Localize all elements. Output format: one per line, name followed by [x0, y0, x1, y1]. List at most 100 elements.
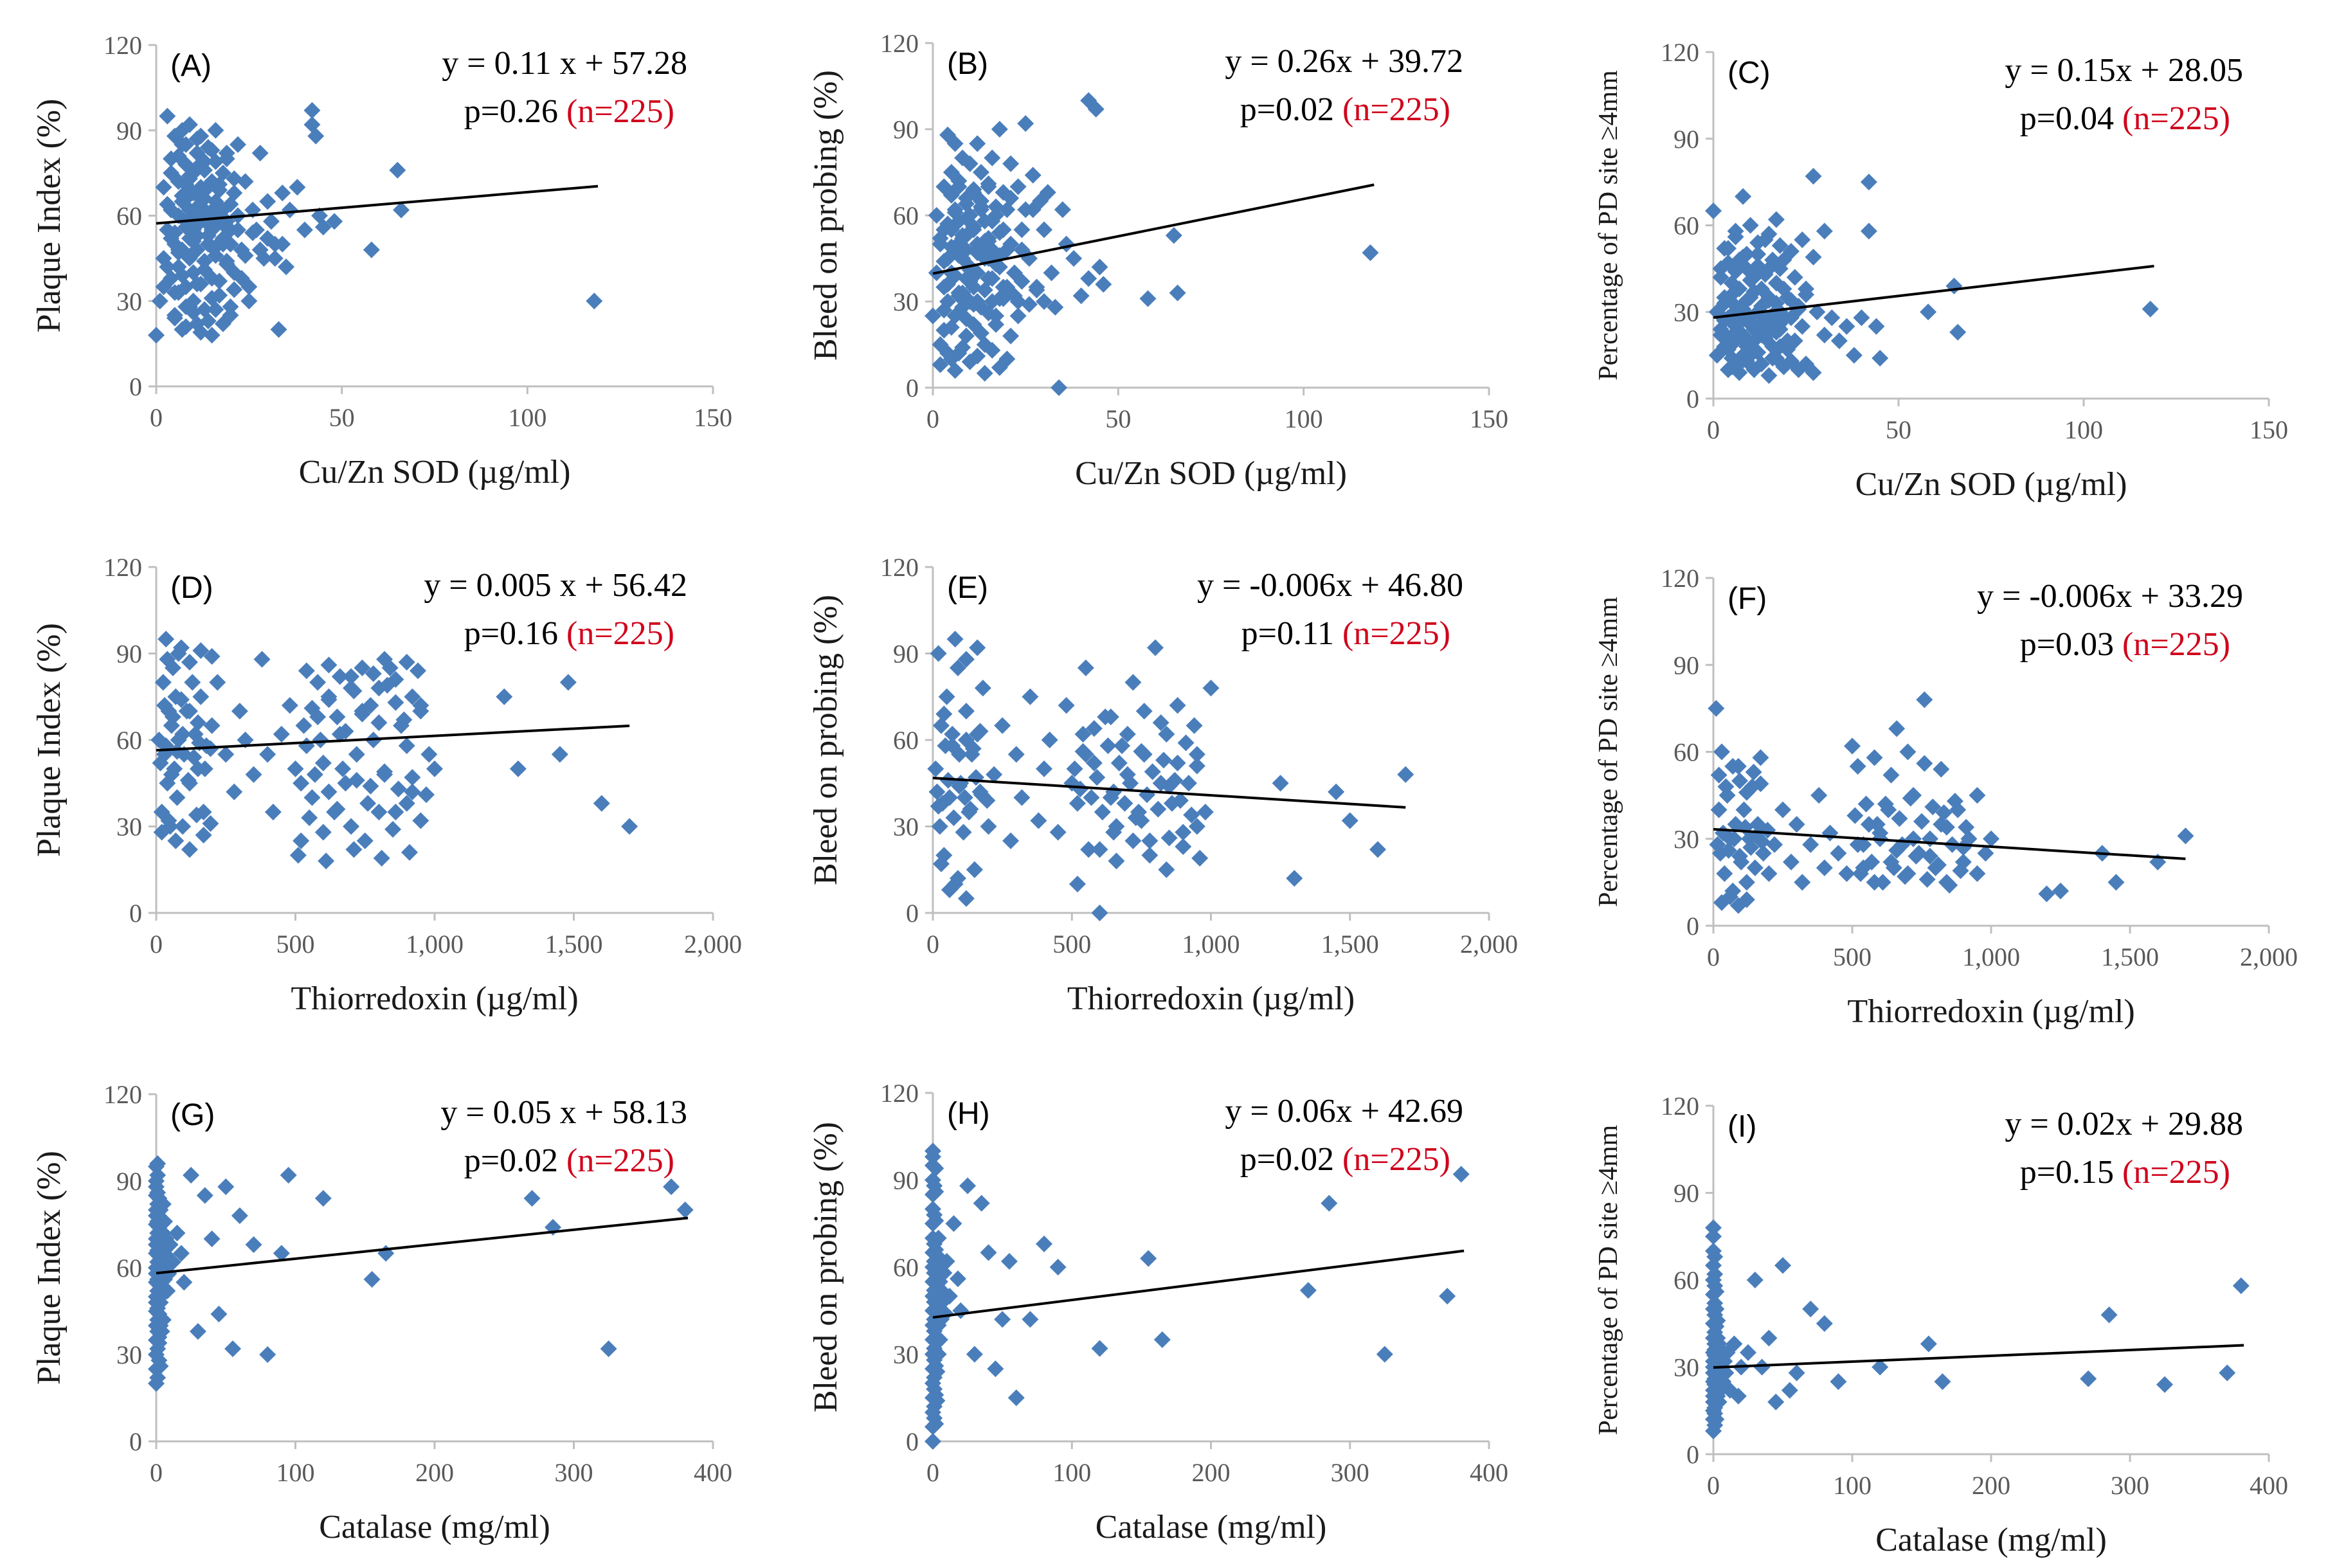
- data-point: [314, 1190, 332, 1207]
- data-point: [152, 754, 169, 771]
- x-tick-label: 100: [1285, 404, 1323, 433]
- data-point: [988, 316, 1005, 333]
- data-point: [1786, 269, 1803, 286]
- data-point: [1774, 1257, 1791, 1274]
- data-point: [329, 708, 346, 726]
- x-tick-label: 400: [694, 1458, 732, 1487]
- data-point: [957, 227, 975, 244]
- p-value: p=0.26: [464, 93, 566, 130]
- data-point: [1781, 1382, 1798, 1399]
- data-point: [1816, 859, 1833, 876]
- y-axis-title: Bleed on probing (%): [808, 1122, 844, 1412]
- data-point: [150, 1335, 168, 1351]
- y-tick-label: 0: [906, 374, 919, 402]
- data-point: [1738, 891, 1755, 908]
- data-point: [1794, 231, 1811, 248]
- data-point: [301, 809, 318, 827]
- data-point: [1140, 1250, 1157, 1267]
- x-tick-label: 0: [150, 403, 163, 432]
- y-axis-title: Percentage of PD site ≥4mm: [1594, 70, 1623, 381]
- data-point: [1918, 870, 1936, 888]
- data-point: [928, 783, 946, 800]
- data-point: [1709, 1312, 1726, 1329]
- data-point: [195, 826, 212, 843]
- data-point: [1731, 364, 1748, 381]
- data-point: [943, 319, 960, 336]
- data-point: [1124, 832, 1142, 849]
- data-point: [927, 1415, 944, 1432]
- data-point: [149, 1369, 167, 1386]
- regression-equation: y = 0.15x + 28.05: [2005, 52, 2243, 89]
- y-tick-label: 0: [129, 372, 142, 401]
- data-point: [987, 1360, 1004, 1378]
- y-tick-label: 0: [906, 899, 919, 928]
- data-point: [320, 656, 338, 674]
- data-point: [331, 668, 348, 685]
- data-point: [222, 235, 239, 253]
- data-point: [259, 1346, 276, 1363]
- data-point: [957, 890, 975, 907]
- data-point: [1069, 876, 1086, 893]
- data-point: [398, 653, 415, 671]
- data-point: [172, 691, 190, 708]
- x-axis-title: Catalase (mg/ml): [1096, 1509, 1327, 1545]
- data-point: [149, 1155, 167, 1172]
- data-point: [314, 824, 332, 841]
- data-point: [1188, 746, 1205, 763]
- data-point: [222, 298, 239, 316]
- sample-size: (n=225): [1342, 91, 1450, 128]
- data-point: [264, 804, 282, 821]
- data-point: [207, 301, 224, 318]
- data-point: [410, 662, 427, 680]
- data-point: [326, 213, 343, 230]
- data-point: [980, 818, 997, 835]
- data-point: [251, 241, 269, 258]
- data-point: [1752, 749, 1769, 766]
- data-point: [387, 671, 404, 688]
- data-point: [1726, 830, 1743, 847]
- data-point: [1902, 789, 1919, 807]
- data-point: [1958, 818, 1975, 836]
- data-point: [1706, 1248, 1724, 1265]
- data-point: [218, 255, 235, 273]
- data-point: [1969, 787, 1986, 804]
- x-tick-label: 2,000: [684, 930, 742, 959]
- data-point: [1158, 861, 1175, 878]
- data-point: [932, 717, 950, 734]
- regression-equation: y = 0.005 x + 56.42: [424, 567, 687, 604]
- data-point: [1794, 874, 1811, 891]
- data-point: [927, 760, 944, 777]
- data-point: [153, 824, 170, 841]
- data-point: [203, 717, 221, 734]
- data-point: [203, 141, 221, 159]
- data-point: [945, 1215, 962, 1232]
- data-point: [1788, 1364, 1805, 1382]
- x-tick-label: 150: [2250, 415, 2288, 444]
- data-point: [1108, 852, 1125, 870]
- data-point: [1328, 783, 1345, 800]
- data-point: [968, 769, 985, 786]
- y-tick-label: 120: [1661, 564, 1699, 593]
- data-point: [1845, 347, 1863, 364]
- data-point: [961, 273, 979, 290]
- y-tick-label: 60: [893, 726, 919, 755]
- data-point: [1024, 167, 1042, 184]
- data-point: [401, 843, 419, 861]
- data-point: [1709, 836, 1726, 853]
- x-axis-title: Catalase (mg/ml): [1875, 1522, 2107, 1558]
- data-point: [663, 1178, 680, 1195]
- data-point: [230, 221, 247, 239]
- data-point: [976, 282, 993, 299]
- data-point: [1036, 1235, 1052, 1252]
- data-point: [188, 806, 205, 824]
- data-point: [185, 303, 202, 321]
- data-point: [177, 219, 195, 236]
- data-point: [945, 809, 962, 827]
- data-point: [930, 798, 947, 815]
- data-point: [174, 818, 192, 835]
- data-point: [1080, 270, 1097, 287]
- data-point: [151, 293, 168, 310]
- data-point: [1054, 201, 1071, 219]
- data-point: [177, 318, 195, 336]
- data-point: [980, 1244, 997, 1261]
